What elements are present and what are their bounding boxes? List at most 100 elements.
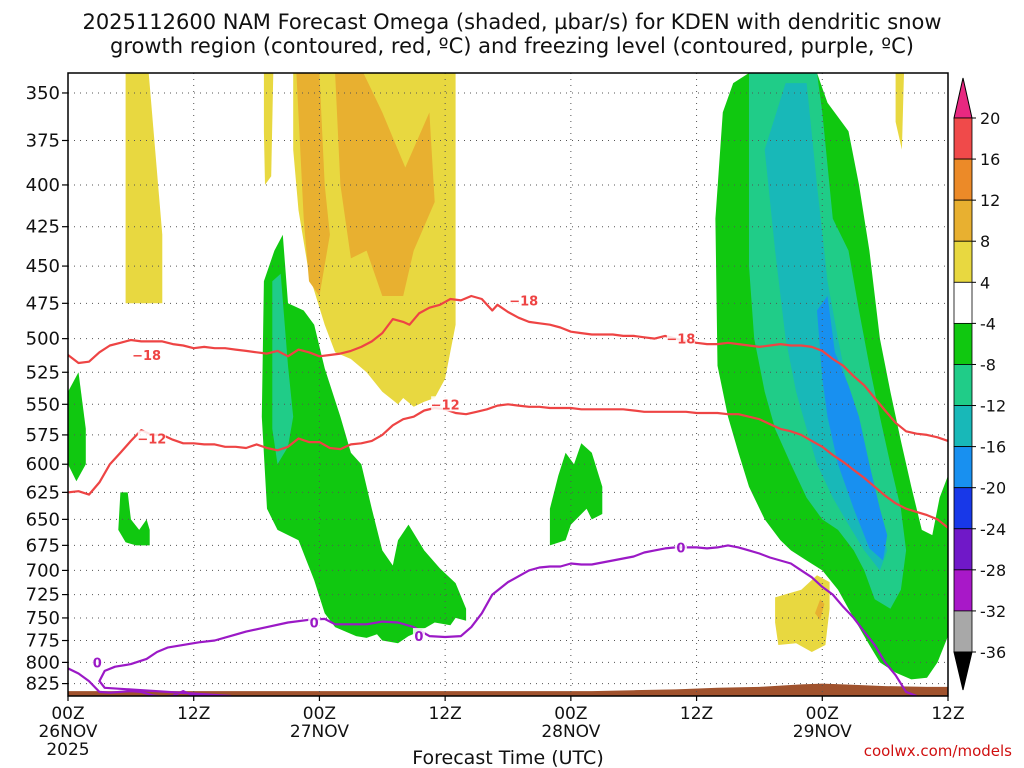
colorbar-label: 16: [980, 150, 1000, 169]
x-tick-date: 28NOV: [541, 722, 600, 742]
isotherm-line--18: [68, 294, 948, 442]
colorbar-bin: [953, 610, 973, 653]
colorbar-label: -24: [980, 520, 1006, 539]
colorbar-bin: [953, 487, 973, 530]
omega-region-8: [263, 73, 274, 185]
isotherm-line-0: [68, 544, 918, 696]
omega-region-12: [815, 599, 825, 620]
y-tick-label: 550: [26, 394, 60, 415]
colorbar-bin: [953, 117, 973, 160]
colorbar-label: -8: [980, 355, 996, 374]
x-axis-label: Forecast Time (UTC): [412, 747, 603, 768]
omega-region-12: [335, 73, 435, 296]
colorbar-bin: [953, 322, 973, 365]
isotherm-label-bg: [308, 614, 321, 630]
colorbar-label: -20: [980, 479, 1006, 498]
y-tick-label: 650: [26, 509, 60, 530]
isotherm-label-bg: [137, 430, 166, 446]
y-tick-label: 350: [26, 83, 60, 104]
y-tick-label: 800: [26, 652, 60, 673]
colorbar-label: -12: [980, 397, 1006, 416]
x-tick-label: 12Z: [177, 704, 210, 724]
y-tick-label: 400: [26, 175, 60, 196]
colorbar-label: -16: [980, 438, 1006, 457]
y-tick-label: 475: [26, 293, 60, 314]
plot-frame: [67, 72, 949, 697]
y-tick-label: 725: [26, 585, 60, 606]
omega-region--4: [118, 492, 150, 546]
colorbar-label: 4: [980, 273, 990, 292]
colorbar-bin: [953, 569, 973, 612]
omega-region-12: [296, 73, 330, 296]
chart-title-line2: growth region (contoured, red, ºC) and f…: [110, 34, 914, 58]
isotherm-label-bg: [666, 330, 695, 346]
isotherm-label-bg: [91, 654, 104, 670]
isotherm-label-bg: [431, 396, 460, 412]
isotherm-label: 0: [310, 617, 319, 632]
y-tick-label: 375: [26, 130, 60, 151]
y-tick-label: 700: [26, 560, 60, 581]
colorbar-bin: [953, 528, 973, 571]
omega-region--4: [68, 372, 86, 482]
y-tick-label: 500: [26, 329, 60, 350]
x-tick-date: 29NOV: [793, 722, 852, 742]
colorbar-bin: [953, 446, 973, 489]
x-tick-date: 27NOV: [290, 722, 349, 742]
omega-shading: [68, 73, 948, 680]
colorbar-bin: [953, 281, 973, 324]
omega-region--4: [261, 234, 467, 644]
x-tick-label: 00Z: [303, 704, 336, 724]
omega-region--4: [549, 443, 603, 546]
y-tick-label: 425: [26, 217, 60, 238]
temperature-contours: −18 −18 −18 −12 −12 0 0 0 0: [68, 292, 948, 696]
isotherm-label: 0: [414, 630, 423, 645]
colorbar-label: -36: [980, 643, 1006, 662]
colorbar-label: -4: [980, 314, 996, 333]
colorbar: 20 16 12 8 4 -4 -8 -12 -16 -20 -24 -28 -32 -36: [953, 77, 1006, 691]
y-tick-label: 450: [26, 256, 60, 277]
x-tick-label: 00Z: [554, 704, 587, 724]
colorbar-label: 8: [980, 232, 990, 251]
y-axis: 350 375 400 425 450 475 500 525 550 575 600 625 650 6…: [26, 83, 68, 695]
isotherm-label: −18: [132, 349, 161, 364]
y-tick-label: 575: [26, 425, 60, 446]
credit-text: coolwx.com/models: [863, 742, 1012, 760]
x-tick-label: 12Z: [429, 704, 462, 724]
colorbar-bottom-arrow: [953, 651, 973, 691]
isotherm-label: −18: [509, 294, 538, 309]
x-tick-date: 26NOV: [38, 722, 97, 742]
omega-region-8: [895, 73, 904, 150]
isotherm-line--12: [68, 403, 948, 529]
isotherm-label-bg: [412, 628, 425, 644]
chart-title-line1: 2025112600 NAM Forecast Omega (shaded, µ…: [82, 10, 942, 34]
isotherm-label: 0: [676, 541, 685, 556]
terrain: [68, 683, 948, 696]
isotherm-label-bg: [132, 346, 161, 362]
terrain-surface: [68, 683, 948, 696]
isotherm-label-bg: [674, 539, 687, 555]
colorbar-label: 12: [980, 191, 1000, 210]
colorbar-bin: [953, 240, 973, 283]
colorbar-top-arrow: [953, 77, 973, 119]
x-tick-label: 12Z: [931, 704, 964, 724]
colorbar-bin: [953, 199, 973, 242]
x-tick-label: 00Z: [51, 704, 84, 724]
colorbar-bin: [953, 158, 973, 201]
y-tick-label: 600: [26, 454, 60, 475]
colorbar-bin: [953, 364, 973, 406]
omega-region-8: [125, 73, 163, 304]
colorbar-label: -32: [980, 602, 1006, 621]
y-tick-label: 825: [26, 674, 60, 695]
y-tick-label: 525: [26, 362, 60, 383]
colorbar-label: -28: [980, 561, 1006, 580]
x-tick-label: 00Z: [806, 704, 839, 724]
y-tick-label: 625: [26, 482, 60, 503]
colorbar-label: 20: [980, 109, 1000, 128]
isotherm-label: 0: [93, 656, 102, 671]
isotherm-label-bg: [509, 292, 538, 308]
isotherm-label: −12: [137, 433, 166, 448]
y-tick-label: 775: [26, 631, 60, 652]
isotherm-label: −18: [666, 333, 695, 348]
